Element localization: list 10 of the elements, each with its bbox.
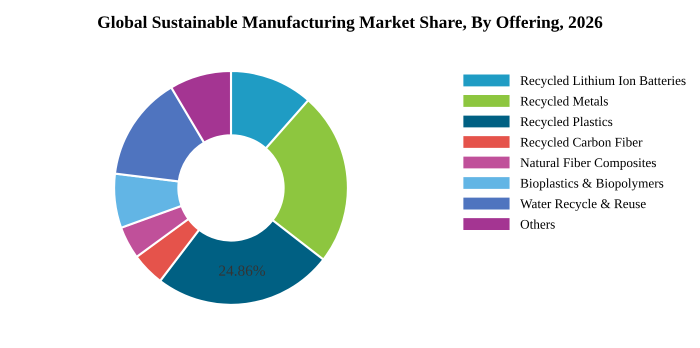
legend-label: Recycled Lithium Ion Batteries [520, 76, 686, 88]
legend-label: Natural Fiber Composites [520, 158, 656, 170]
legend-label: Others [520, 219, 555, 229]
legend-label: Recycled Carbon Fiber [520, 137, 642, 150]
legend-label: Bioplastics & Biopolymers [520, 178, 664, 190]
legend-label: Recycled Metals [520, 96, 608, 108]
legend-label: Recycled Plastics [520, 116, 612, 129]
legend-label: Water Recycle & Reuse [520, 198, 646, 211]
data-label: 24.86% [219, 265, 266, 276]
chart-title: Global Sustainable Manufacturing Market Share, By Offering, 2026 [98, 16, 602, 32]
